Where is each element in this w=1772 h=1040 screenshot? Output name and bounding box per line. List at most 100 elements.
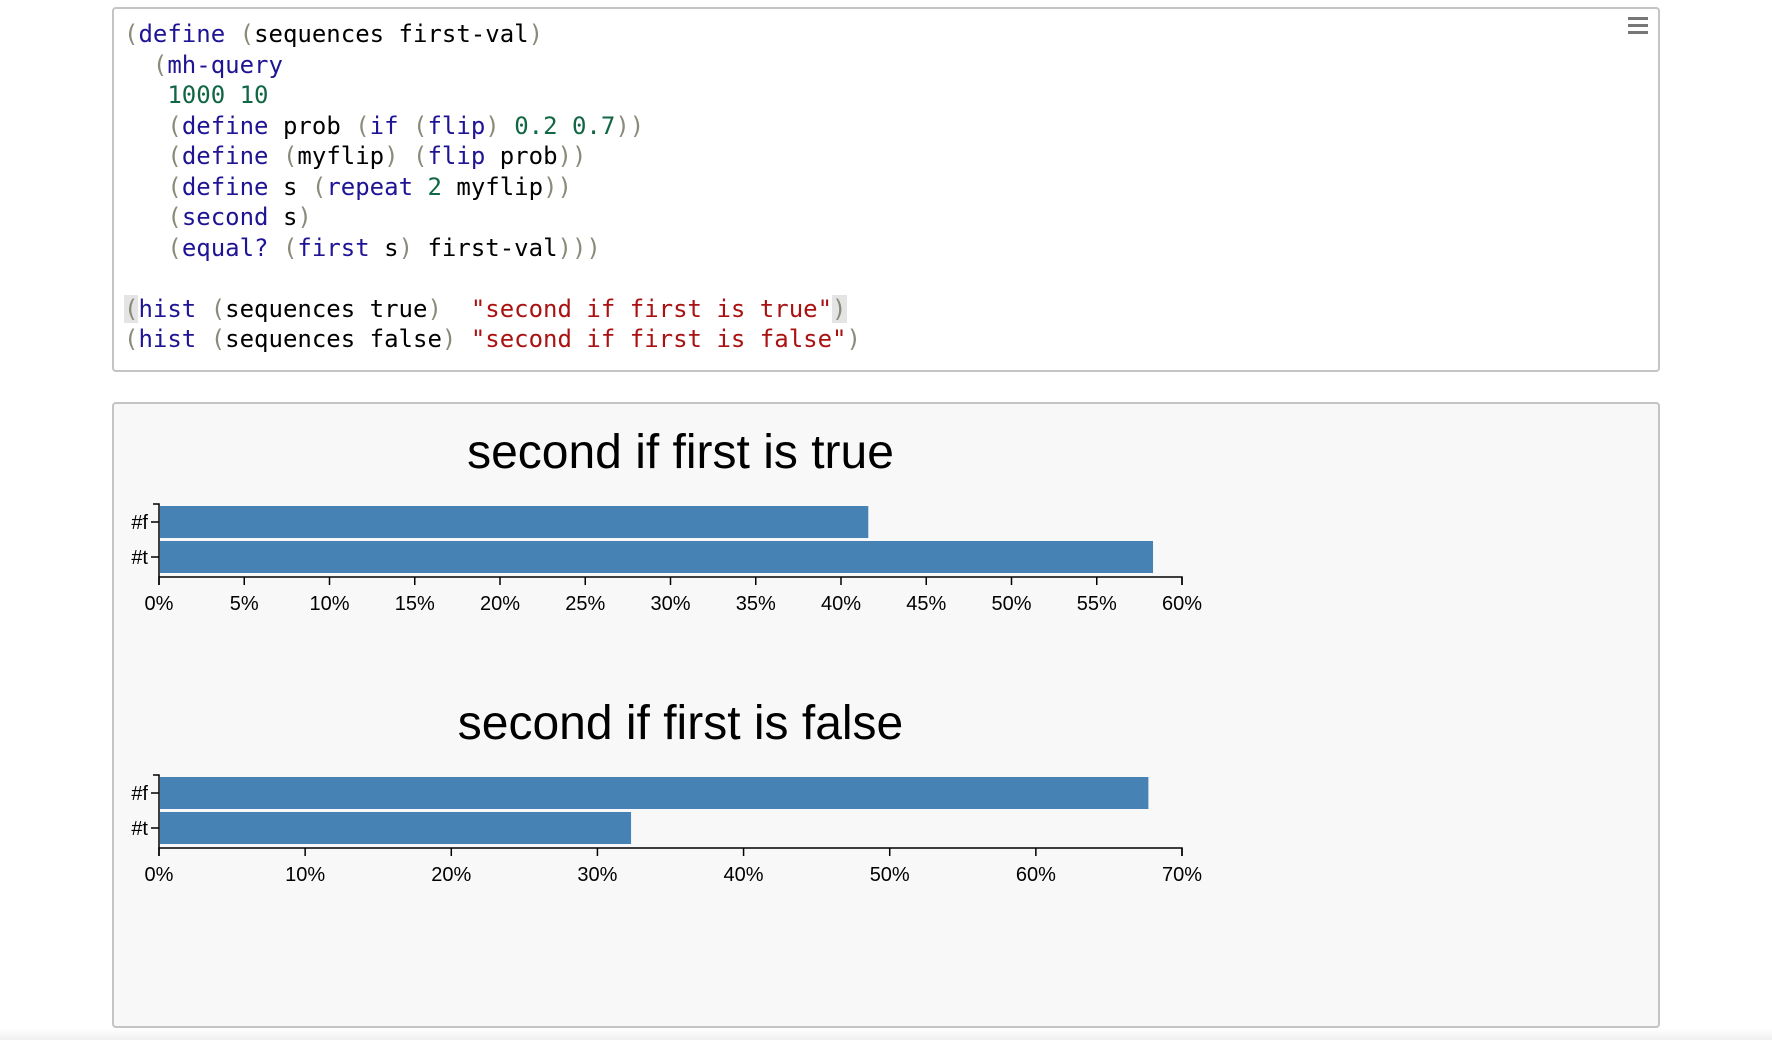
x-tick-label: 60% (1016, 864, 1056, 886)
x-tick-label: 15% (395, 593, 435, 615)
code-token: ( (282, 142, 298, 170)
x-tick-label: 30% (577, 864, 617, 886)
code-token: ( (167, 233, 182, 262)
code-line[interactable]: (equal? (first s) first-val))) (124, 233, 861, 264)
y-axis-line (153, 503, 160, 577)
histogram-charts: second if first is true #f #t 0% 5% 10% 15% 20%… (131, 426, 1202, 886)
code-token: define (181, 172, 269, 201)
code-token: first-val (413, 233, 558, 262)
code-token: ) (297, 203, 312, 231)
bar-t (160, 541, 1154, 573)
y-tick-label: #f (131, 512, 148, 534)
x-tick-label: 0% (145, 593, 174, 615)
x-tick-label: 0% (145, 864, 174, 886)
code-token (196, 325, 210, 353)
code-token (399, 112, 413, 140)
code-token: define (181, 142, 269, 170)
code-token: ( (167, 142, 182, 170)
code-token: ( (167, 111, 182, 140)
x-tick-label: 70% (1162, 864, 1202, 886)
chart-false: second if first is false #f #t 0% 10% 20% 30% 4… (131, 697, 1202, 886)
code-line[interactable]: (define (myflip) (flip prob)) (124, 141, 861, 172)
code-token: sequences false (225, 325, 442, 353)
bar-t (160, 812, 632, 844)
code-token (399, 142, 413, 170)
code-token: equal? (181, 233, 269, 262)
x-axis-line (158, 847, 1183, 856)
code-line[interactable] (124, 263, 861, 294)
code-token: ( (124, 325, 139, 353)
code-line[interactable]: (define s (repeat 2 myflip)) (124, 172, 861, 203)
code-token: flip (427, 142, 486, 170)
code-token: ) (528, 20, 544, 48)
code-token: prob (268, 111, 356, 140)
code-token (442, 295, 471, 323)
code-line[interactable]: (hist (sequences true) "second if first … (124, 294, 861, 325)
code-token (124, 142, 167, 170)
code-token (413, 173, 427, 201)
y-tick-label: #t (131, 818, 148, 840)
x-tick-label: 5% (230, 593, 259, 615)
code-token: ( (152, 50, 168, 79)
code-line[interactable]: (second s) (124, 202, 861, 233)
code-token: 1000 10 (167, 81, 269, 109)
code-token: prob (485, 142, 558, 170)
code-token (196, 295, 210, 323)
code-token: s (268, 172, 312, 201)
y-tick-label: #t (131, 547, 148, 569)
code-token: ( (167, 172, 182, 201)
code-token: ( (282, 233, 298, 262)
code-token: )) (557, 142, 587, 170)
code-token (124, 203, 167, 231)
code-token: ( (355, 111, 370, 140)
code-token: myflip (297, 142, 385, 170)
code-token: ( (413, 142, 428, 170)
code-token: first (297, 233, 370, 262)
code-token: 2 (427, 172, 442, 201)
code-token (269, 234, 283, 262)
x-tick-label: 55% (1077, 593, 1117, 615)
page-bottom-edge (0, 1028, 1772, 1040)
code-line[interactable]: (define prob (if (flip) 0.2 0.7)) (124, 111, 861, 142)
output-panel: second if first is true #f #t 0% 5% 10% 15% 20%… (112, 402, 1660, 1028)
x-tick-label: 30% (650, 593, 690, 615)
code-token: myflip (441, 172, 544, 201)
code-token: ( (210, 294, 226, 323)
code-token: "second if first is true" (470, 294, 833, 323)
code-token (456, 325, 470, 353)
code-token (124, 51, 153, 79)
chart-title: second if first is false (458, 697, 904, 750)
code-line[interactable]: (mh-query (124, 50, 861, 81)
code-token: )) (615, 111, 645, 140)
code-token: ( (413, 111, 428, 140)
code-token: second (181, 203, 269, 231)
y-tick-label: #f (131, 783, 148, 805)
code-token (500, 112, 514, 140)
x-tick-label: 45% (906, 593, 946, 615)
x-tick-label: 40% (724, 864, 764, 886)
code-token: ) (441, 325, 457, 353)
x-tick-label: 50% (991, 593, 1031, 615)
code-token: ) (846, 325, 861, 353)
code-token (225, 20, 239, 48)
x-tick-label: 35% (736, 593, 776, 615)
code-token: sequences first-val (254, 20, 529, 48)
code-line[interactable]: (define (sequences first-val) (124, 19, 861, 50)
code-token (124, 173, 167, 201)
hamburger-menu-icon[interactable] (1628, 17, 1648, 35)
y-axis-line (153, 774, 160, 848)
x-tick-label: 20% (480, 593, 520, 615)
code-editor[interactable]: (define (sequences first-val) (mh-query … (112, 7, 1660, 372)
x-tick-label: 60% (1162, 593, 1202, 615)
chart-title: second if first is true (467, 426, 894, 479)
code-token: hist (138, 325, 197, 353)
code-token: ))) (557, 233, 601, 262)
code-token: ) (384, 142, 399, 170)
code-token (124, 234, 167, 262)
code-text[interactable]: (define (sequences first-val) (mh-query … (124, 19, 861, 355)
x-tick-label: 20% (431, 864, 471, 886)
code-line[interactable]: 1000 10 (124, 80, 861, 111)
code-line[interactable]: (hist (sequences false) "second if first… (124, 324, 861, 355)
code-token: ( (311, 172, 327, 201)
code-token (269, 142, 283, 170)
